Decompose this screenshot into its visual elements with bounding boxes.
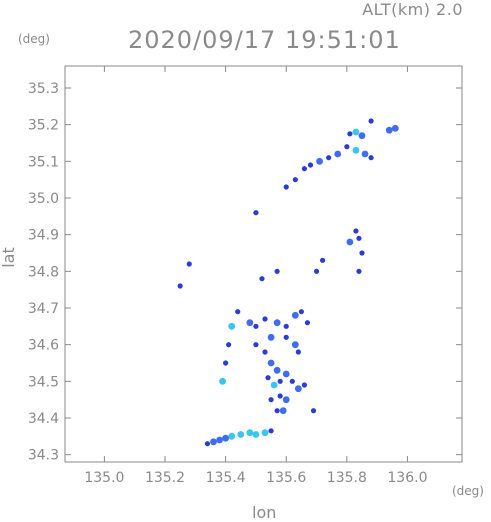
echo-point [385, 126, 393, 134]
echo-point [292, 177, 298, 183]
y-tick-label: 35.0 [28, 191, 59, 207]
echo-point [310, 408, 317, 414]
echo-point [283, 184, 289, 190]
y-tick-label: 34.4 [28, 411, 59, 427]
echo-points [177, 118, 399, 447]
echo-point [313, 268, 320, 274]
echo-point [274, 408, 280, 414]
x-tick-label: 136.0 [387, 470, 427, 486]
echo-point [291, 341, 299, 349]
echo-point [267, 359, 275, 367]
echo-point [216, 436, 223, 444]
x-tick-label: 135.8 [327, 470, 367, 486]
echo-point [283, 323, 289, 329]
x-tick-label: 135.4 [206, 470, 246, 486]
y-axis-unit: (deg) [18, 32, 50, 46]
y-tick-label: 34.7 [28, 301, 59, 317]
echo-point [358, 132, 366, 140]
echo-point [186, 261, 192, 267]
echo-point [252, 431, 260, 438]
plot-frame [64, 65, 463, 463]
echo-point [204, 441, 211, 447]
echo-point [228, 432, 236, 440]
echo-point [294, 385, 302, 393]
y-tick-label: 34.5 [28, 374, 59, 390]
echo-point [356, 235, 362, 241]
echo-point [253, 342, 259, 348]
echo-point [253, 210, 259, 216]
x-axis-unit: (deg) [452, 484, 484, 498]
echo-point [307, 162, 314, 168]
y-tick-label: 34.9 [28, 228, 59, 244]
x-tick-label: 135.6 [266, 470, 306, 486]
echo-point [289, 378, 295, 384]
echo-point [326, 155, 332, 161]
echo-point [356, 268, 362, 274]
echo-point [282, 370, 290, 378]
y-tick-label: 34.3 [28, 448, 59, 464]
altitude-label: ALT(km) 2.0 [362, 0, 463, 19]
echo-point [228, 322, 236, 330]
echo-point [267, 333, 275, 341]
echo-point [316, 157, 323, 165]
echo-point [361, 150, 369, 158]
echo-point [282, 396, 290, 404]
echo-point [301, 382, 308, 388]
echo-point [237, 431, 245, 438]
y-tick-label: 34.6 [28, 338, 59, 354]
echo-point [246, 429, 254, 437]
echo-point [319, 257, 326, 263]
echo-point [291, 311, 299, 319]
echo-point [261, 429, 269, 437]
echo-point [347, 131, 353, 137]
echo-point [368, 155, 374, 161]
axis-ticks: 135.0 135.2 135.4 135.6 135.8 136.0 34.3 34.4 34… [28, 66, 462, 486]
echo-point [177, 283, 183, 289]
x-tick-label: 135.0 [84, 470, 124, 486]
echo-point [301, 166, 308, 172]
echo-point [210, 438, 217, 446]
echo-point [268, 428, 274, 434]
chart-title: 2020/09/17 19:51:01 [128, 26, 401, 54]
echo-point [346, 238, 354, 246]
echo-point [277, 393, 283, 399]
echo-point [223, 360, 229, 366]
echo-point [262, 316, 268, 322]
echo-point [279, 407, 287, 415]
x-axis-label: lon [252, 503, 277, 522]
echo-point [359, 250, 365, 256]
y-tick-label: 35.2 [28, 118, 59, 134]
echo-point [283, 334, 289, 340]
echo-point [235, 309, 241, 315]
echo-point [273, 319, 281, 327]
echo-point [352, 128, 360, 136]
echo-point [273, 366, 281, 374]
echo-point [344, 144, 350, 150]
echo-point [253, 323, 259, 329]
echo-point [268, 397, 274, 403]
echo-point [226, 342, 232, 348]
y-tick-label: 34.8 [28, 264, 59, 280]
echo-point [368, 118, 374, 124]
echo-point [277, 378, 283, 384]
echo-point [246, 319, 254, 327]
echo-point [270, 381, 278, 389]
echo-point [274, 268, 280, 274]
echo-point [352, 146, 360, 154]
echo-point [353, 228, 359, 234]
echo-point [265, 375, 271, 381]
x-tick-label: 135.2 [145, 470, 185, 486]
echo-point [219, 377, 226, 385]
y-tick-label: 35.1 [28, 154, 59, 170]
echo-point [262, 349, 268, 355]
y-tick-label: 35.3 [28, 81, 59, 97]
echo-point [222, 434, 230, 442]
echo-point [298, 309, 304, 315]
echo-point [391, 124, 399, 132]
echo-point [259, 276, 265, 282]
echo-point [304, 320, 311, 326]
echo-point [334, 150, 342, 158]
echo-point [295, 349, 301, 355]
